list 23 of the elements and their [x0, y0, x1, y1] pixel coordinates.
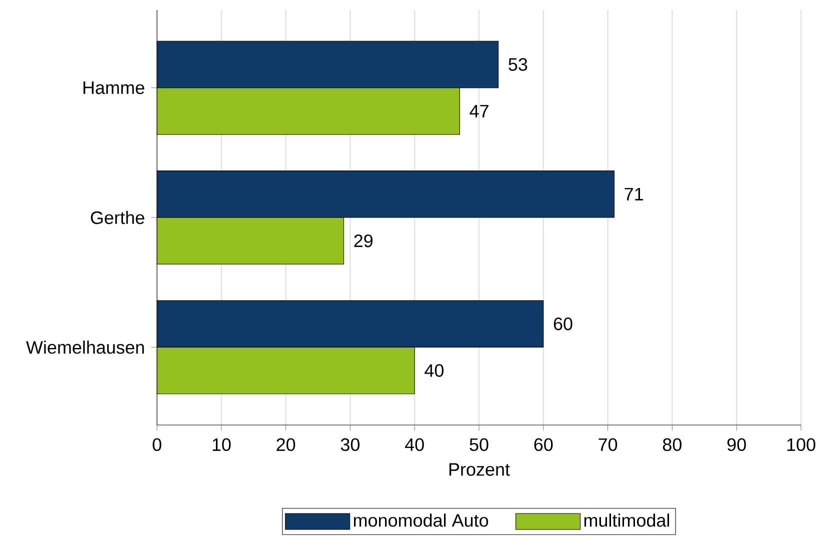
data-label: 40: [424, 364, 444, 377]
x-tick-label: 70: [598, 438, 618, 452]
y-tick-label: Wiemelhausen: [26, 340, 144, 354]
x-axis-title: Prozent: [449, 463, 510, 476]
data-label: 60: [554, 317, 572, 330]
x-tick-label: 80: [662, 438, 682, 452]
data-label: 71: [624, 188, 643, 200]
x-tick-label: 30: [340, 438, 360, 452]
x-tick-label: 100: [787, 438, 816, 452]
x-tick-label: 0: [152, 438, 162, 452]
x-tick-label: 10: [212, 438, 231, 452]
x-tick-label: 20: [276, 438, 296, 452]
data-label: 53: [508, 58, 528, 71]
x-tick-label: 60: [534, 438, 553, 452]
data-label: 47: [470, 104, 488, 118]
y-tick-label: Gerthe: [90, 210, 144, 224]
x-tick-label: 40: [405, 438, 424, 452]
x-tick-label: 50: [470, 438, 488, 452]
x-tick-label: 90: [727, 438, 746, 452]
legend-label: multimodal: [584, 514, 670, 527]
y-tick-label: Hamme: [84, 82, 144, 94]
data-label: 29: [354, 234, 373, 248]
legend-label: monomodal Auto: [354, 514, 488, 527]
